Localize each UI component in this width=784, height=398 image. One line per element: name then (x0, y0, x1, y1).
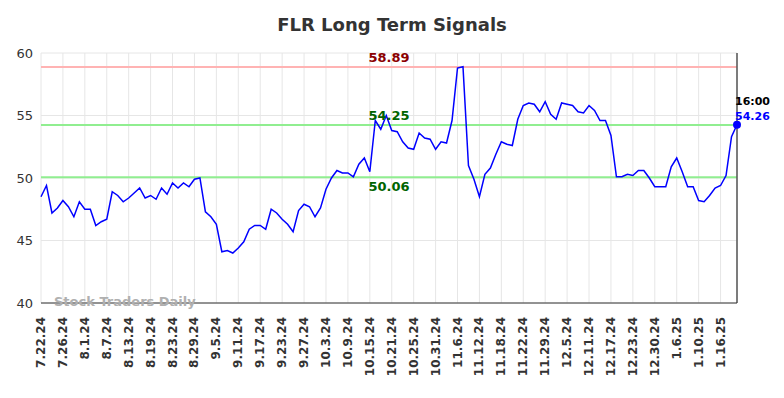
svg-text:40: 40 (16, 296, 33, 311)
svg-text:50: 50 (16, 171, 33, 186)
html-text:Stock Traders Daily: Stock Traders Daily (54, 294, 196, 309)
svg-text:11.12.24: 11.12.24 (472, 317, 486, 376)
svg-text:10.25.24: 10.25.24 (407, 317, 421, 376)
svg-text:9.27.24: 9.27.24 (297, 317, 311, 368)
svg-text:12.5.24: 12.5.24 (560, 317, 574, 368)
svg-text:9.11.24: 9.11.24 (231, 317, 245, 368)
svg-text:60: 60 (16, 46, 33, 61)
svg-text:8.19.24: 8.19.24 (144, 317, 158, 368)
svg-text:50.06: 50.06 (368, 179, 409, 194)
svg-text:12.17.24: 12.17.24 (604, 317, 618, 376)
svg-text:9.17.24: 9.17.24 (253, 317, 267, 368)
svg-text:12.11.24: 12.11.24 (582, 317, 596, 376)
svg-text:10.31.24: 10.31.24 (429, 317, 443, 376)
svg-text:1.10.25: 1.10.25 (692, 317, 706, 368)
svg-text:10.9.24: 10.9.24 (341, 317, 355, 368)
svg-text:11.6.24: 11.6.24 (451, 317, 465, 368)
svg-text:10.21.24: 10.21.24 (385, 317, 399, 376)
svg-text:11.22.24: 11.22.24 (516, 317, 530, 376)
svg-text:12.30.24: 12.30.24 (648, 317, 662, 376)
html-text:FLR Long Term Signals: FLR Long Term Signals (277, 14, 507, 35)
svg-text:7.22.24: 7.22.24 (34, 317, 48, 368)
svg-text:8.13.24: 8.13.24 (122, 317, 136, 368)
svg-text:11.29.24: 11.29.24 (538, 317, 552, 376)
svg-text:8.23.24: 8.23.24 (166, 317, 180, 368)
svg-text:10.15.24: 10.15.24 (363, 317, 377, 376)
svg-text:16:00: 16:00 (735, 95, 770, 108)
svg-text:55: 55 (16, 108, 33, 123)
svg-text:12.23.24: 12.23.24 (626, 317, 640, 376)
svg-text:54.26: 54.26 (735, 110, 770, 123)
svg-text:7.26.24: 7.26.24 (56, 317, 70, 368)
svg-text:9.5.24: 9.5.24 (209, 317, 223, 360)
svg-text:8.1.24: 8.1.24 (78, 317, 92, 360)
svg-text:58.89: 58.89 (368, 50, 409, 65)
svg-text:1.6.25: 1.6.25 (670, 317, 684, 360)
svg-text:11.18.24: 11.18.24 (494, 317, 508, 376)
svg-text:54.25: 54.25 (368, 108, 409, 123)
svg-text:1.16.25: 1.16.25 (714, 317, 728, 368)
svg-text:8.29.24: 8.29.24 (187, 317, 201, 368)
svg-text:45: 45 (16, 233, 33, 248)
svg-text:8.7.24: 8.7.24 (100, 317, 114, 360)
svg-text:10.3.24: 10.3.24 (319, 317, 333, 368)
svg-text:9.23.24: 9.23.24 (275, 317, 289, 368)
